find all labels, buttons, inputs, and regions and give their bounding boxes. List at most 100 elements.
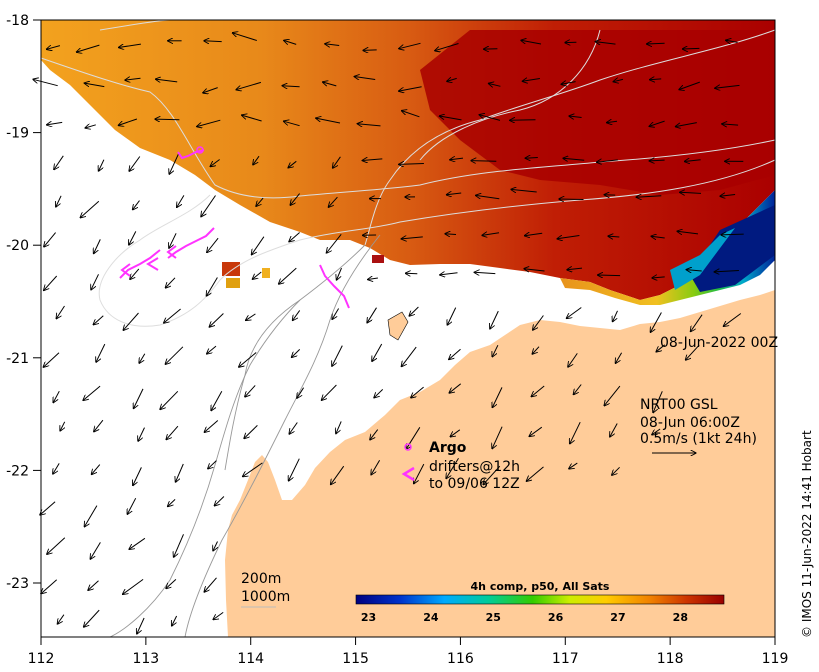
colorbar-tick-label: 28: [673, 611, 688, 624]
current-vector-icon: [40, 501, 56, 515]
current-vector-icon: [169, 154, 179, 174]
x-tick-label: 119: [762, 651, 789, 667]
current-vector-icon: [127, 497, 137, 514]
bathymetry-contours: [40, 19, 776, 327]
current-vector-icon: [573, 384, 582, 395]
current-vector-icon: [123, 312, 139, 330]
current-vector-icon: [721, 234, 744, 235]
current-vector-icon: [47, 122, 63, 125]
current-vector-icon: [137, 617, 145, 634]
current-vector-icon: [43, 352, 60, 368]
current-vector-icon: [595, 42, 616, 45]
current-vector-icon: [174, 534, 184, 557]
current-vector-icon: [723, 313, 742, 327]
current-vector-icon: [524, 269, 545, 271]
current-vector-icon: [684, 160, 701, 162]
argo-float: [196, 146, 204, 154]
depth-label-200m: 200m: [241, 571, 281, 587]
current-vector-icon: [90, 542, 101, 559]
current-vector-icon: [492, 426, 503, 449]
current-vector-icon: [604, 385, 621, 406]
current-vector-icon: [399, 164, 424, 165]
x-tick-label: 114: [237, 651, 264, 667]
current-vector-icon: [245, 385, 256, 397]
current-vector-icon: [84, 505, 98, 527]
current-vector-icon: [563, 158, 585, 160]
current-vector-icon: [483, 465, 501, 485]
current-vector-icon: [172, 615, 178, 626]
current-vector-icon: [88, 580, 99, 591]
current-vector-icon: [244, 425, 258, 438]
current-vector-icon: [680, 192, 702, 193]
colorbar-tick-label: 25: [486, 611, 501, 624]
current-vector-icon: [165, 346, 184, 364]
current-vector-icon: [561, 82, 576, 85]
current-info-line-3: 0.5m/s (1kt 24h): [640, 431, 757, 447]
current-info-line-2: 08-Jun 06:00Z: [640, 415, 740, 431]
current-vector-icon: [322, 384, 337, 400]
current-vector-icon: [474, 272, 496, 273]
credit-text: © IMOS 11-Jun-2022 14:41 Hobart: [800, 430, 814, 638]
current-vector-icon: [246, 313, 256, 321]
current-vector-icon: [332, 345, 343, 367]
current-vector-icon: [445, 234, 457, 235]
current-vector-icon: [206, 277, 218, 297]
current-vector-icon: [414, 463, 425, 484]
current-vector-icon: [439, 116, 462, 121]
current-vector-icon: [354, 77, 376, 80]
current-vector-icon: [367, 307, 377, 323]
current-vector-icon: [134, 388, 144, 409]
colorbar-tick-label: 26: [548, 611, 564, 624]
current-vector-icon: [679, 81, 700, 90]
current-vector-icon: [435, 43, 459, 51]
current-info-line-1: NRT00 GSL: [640, 397, 718, 413]
current-vector-icon: [649, 120, 665, 126]
current-vector-icon: [57, 614, 65, 624]
current-vector-icon: [372, 343, 383, 361]
current-vector-icon: [675, 122, 697, 127]
y-tick-label: -23: [6, 576, 29, 592]
current-vector-icon: [91, 274, 99, 290]
current-vector-icon: [155, 119, 180, 120]
current-vector-icon: [715, 85, 740, 88]
current-vector-icon: [209, 313, 224, 328]
current-vector-icon: [471, 161, 497, 162]
current-vector-icon: [80, 200, 100, 218]
current-vector-icon: [119, 43, 141, 47]
current-vector-icon: [53, 463, 60, 474]
current-vector-icon: [56, 305, 65, 319]
current-vector-icon: [406, 427, 421, 449]
current-vector-icon: [83, 385, 101, 400]
current-vector-icon: [492, 344, 499, 357]
current-vector-icon: [289, 458, 300, 481]
colorbar-title: 4h comp, p50, All Sats: [471, 580, 610, 593]
current-vector-icon: [691, 314, 703, 332]
current-vector-icon: [133, 200, 140, 210]
current-vector-icon: [99, 159, 105, 171]
current-vector-icon: [44, 275, 58, 290]
current-vector-icon: [613, 79, 624, 81]
current-vector-icon: [557, 235, 580, 239]
plot-area: [33, 19, 776, 638]
current-vector-icon: [559, 199, 584, 200]
current-vector-icon: [650, 79, 662, 80]
y-axis: -18 -19 -20 -21 -22 -23: [6, 13, 41, 592]
current-vector-icon: [570, 421, 581, 444]
current-vector-icon: [204, 577, 217, 592]
current-vector-icon: [56, 195, 62, 207]
current-vector-icon: [368, 278, 378, 280]
current-vector-icon: [720, 195, 736, 197]
current-vector-icon: [129, 537, 146, 549]
current-vector-icon: [337, 267, 342, 280]
current-vector-icon: [239, 352, 257, 368]
y-tick-label: -21: [6, 351, 29, 367]
current-vector-icon: [532, 346, 540, 354]
current-vector-icon: [169, 233, 177, 248]
current-vector-icon: [482, 233, 500, 236]
current-vector-icon: [33, 79, 58, 87]
current-vector-icon: [203, 87, 218, 93]
current-vector-icon: [682, 48, 700, 49]
current-vector-icon: [525, 233, 543, 236]
legend-drifters: drifters@12h: [429, 459, 520, 475]
current-vector-icon: [615, 352, 623, 364]
